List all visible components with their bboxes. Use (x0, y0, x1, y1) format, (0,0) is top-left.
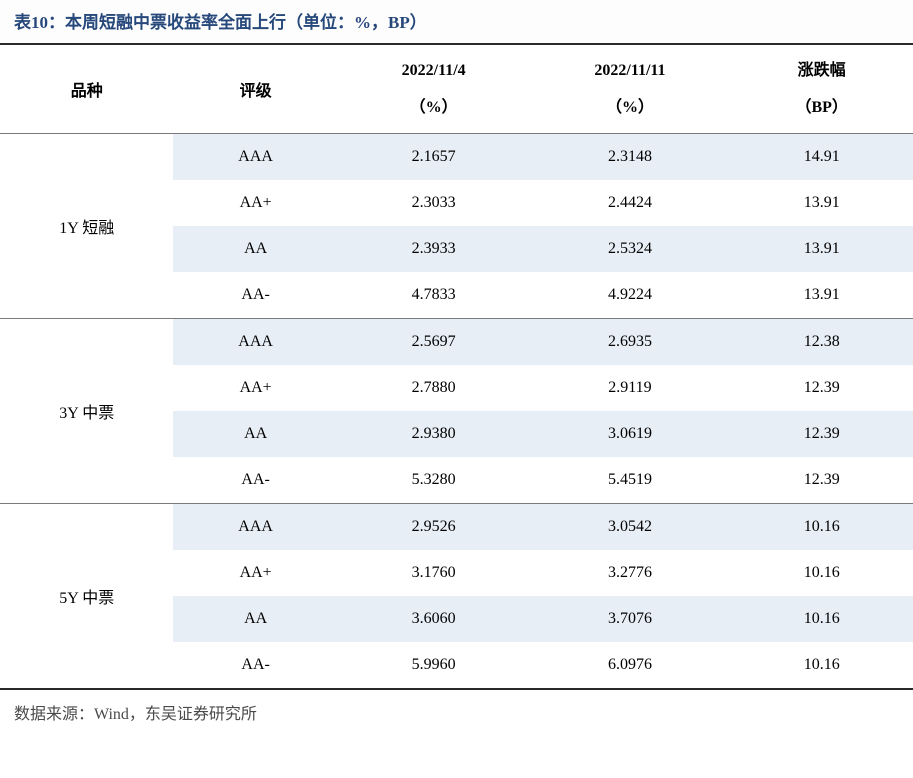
value1-cell: 2.7880 (338, 365, 530, 411)
change-cell: 13.91 (730, 272, 913, 319)
change-cell: 10.16 (730, 504, 913, 551)
value2-cell: 2.9119 (530, 365, 731, 411)
col-date1-label: 2022/11/4 (402, 62, 466, 79)
table-row: 1Y 短融AAA2.16572.314814.91 (0, 134, 913, 181)
rating-cell: AA+ (173, 550, 337, 596)
change-cell: 12.39 (730, 365, 913, 411)
value1-cell: 4.7833 (338, 272, 530, 319)
value2-cell: 2.6935 (530, 319, 731, 366)
table-row: 5Y 中票AAA2.95263.054210.16 (0, 504, 913, 551)
yield-table: 品种 评级 2022/11/4 （%） 2022/11/11 （%） 涨跌幅 （… (0, 45, 913, 690)
value1-cell: 2.5697 (338, 319, 530, 366)
rating-cell: AA- (173, 272, 337, 319)
value2-cell: 5.4519 (530, 457, 731, 504)
value2-cell: 6.0976 (530, 642, 731, 689)
category-cell: 5Y 中票 (0, 504, 173, 690)
rating-cell: AA- (173, 457, 337, 504)
category-cell: 1Y 短融 (0, 134, 173, 319)
rating-cell: AA+ (173, 180, 337, 226)
value1-cell: 2.3933 (338, 226, 530, 272)
value2-cell: 2.3148 (530, 134, 731, 181)
rating-cell: AA (173, 411, 337, 457)
rating-cell: AAA (173, 134, 337, 181)
change-cell: 13.91 (730, 180, 913, 226)
value2-cell: 3.0619 (530, 411, 731, 457)
col-date2: 2022/11/11 （%） (530, 45, 731, 134)
value1-cell: 2.1657 (338, 134, 530, 181)
value1-cell: 5.3280 (338, 457, 530, 504)
col-change-label: 涨跌幅 (798, 62, 846, 79)
table-title: 表10：本周短融中票收益率全面上行（单位：%，BP） (0, 0, 913, 45)
change-cell: 10.16 (730, 642, 913, 689)
rating-cell: AA (173, 596, 337, 642)
change-cell: 12.38 (730, 319, 913, 366)
change-cell: 13.91 (730, 226, 913, 272)
rating-cell: AA (173, 226, 337, 272)
col-date2-label: 2022/11/11 (594, 62, 665, 79)
change-cell: 10.16 (730, 596, 913, 642)
value2-cell: 4.9224 (530, 272, 731, 319)
value1-cell: 3.6060 (338, 596, 530, 642)
change-cell: 12.39 (730, 411, 913, 457)
value2-cell: 3.0542 (530, 504, 731, 551)
change-cell: 14.91 (730, 134, 913, 181)
col-change: 涨跌幅 （BP） (730, 45, 913, 134)
category-cell: 3Y 中票 (0, 319, 173, 504)
value1-cell: 2.9380 (338, 411, 530, 457)
value2-cell: 2.5324 (530, 226, 731, 272)
data-source: 数据来源：Wind，东吴证券研究所 (0, 690, 913, 732)
value1-cell: 5.9960 (338, 642, 530, 689)
value1-cell: 3.1760 (338, 550, 530, 596)
value2-cell: 2.4424 (530, 180, 731, 226)
value2-cell: 3.2776 (530, 550, 731, 596)
value2-cell: 3.7076 (530, 596, 731, 642)
rating-cell: AA+ (173, 365, 337, 411)
table-row: 3Y 中票AAA2.56972.693512.38 (0, 319, 913, 366)
value1-cell: 2.9526 (338, 504, 530, 551)
change-cell: 10.16 (730, 550, 913, 596)
col-change-unit: （BP） (734, 90, 909, 125)
rating-cell: AAA (173, 319, 337, 366)
col-rating: 评级 (173, 45, 337, 134)
col-date1-unit: （%） (342, 90, 526, 125)
change-cell: 12.39 (730, 457, 913, 504)
table-body: 1Y 短融AAA2.16572.314814.91AA+2.30332.4424… (0, 134, 913, 690)
value1-cell: 2.3033 (338, 180, 530, 226)
rating-cell: AA- (173, 642, 337, 689)
col-date1: 2022/11/4 （%） (338, 45, 530, 134)
header-row: 品种 评级 2022/11/4 （%） 2022/11/11 （%） 涨跌幅 （… (0, 45, 913, 134)
col-date2-unit: （%） (534, 90, 727, 125)
col-category: 品种 (0, 45, 173, 134)
rating-cell: AAA (173, 504, 337, 551)
